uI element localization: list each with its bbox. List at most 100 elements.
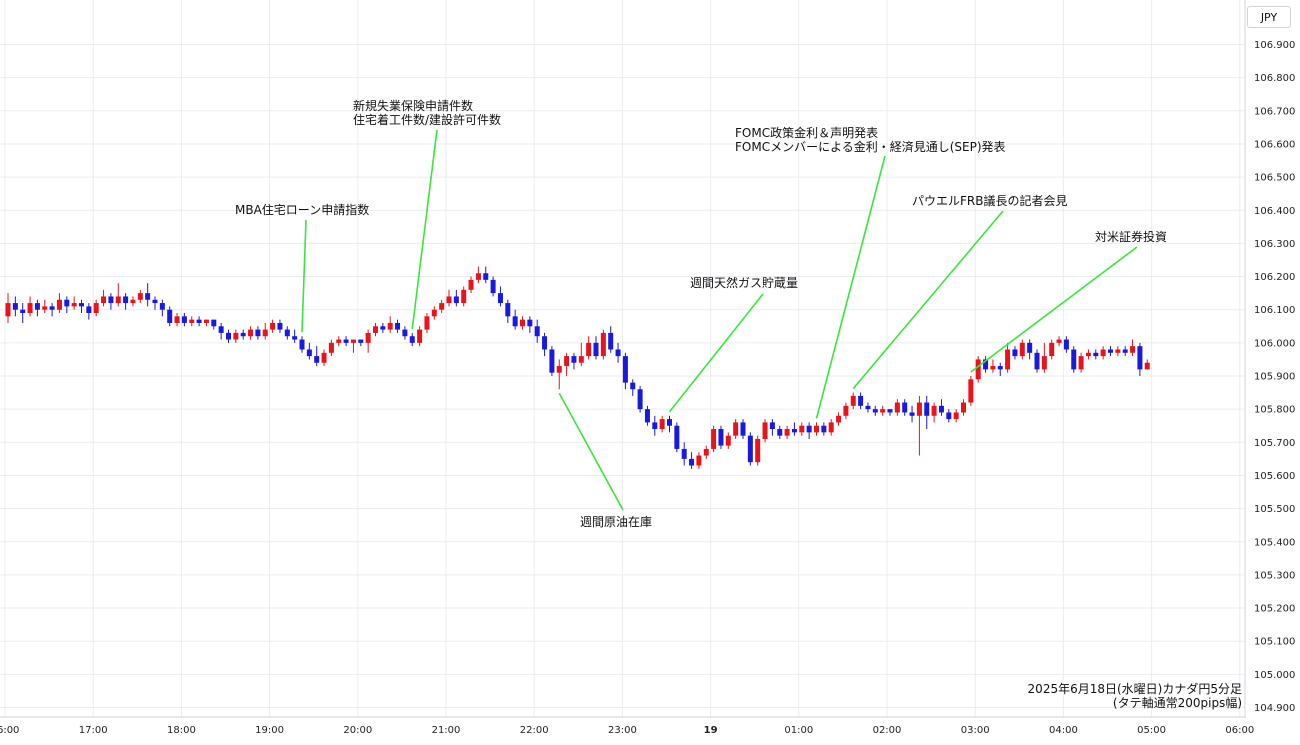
candle: [703, 445, 709, 459]
candle-body: [284, 329, 290, 337]
candle: [887, 409, 893, 416]
candle-body: [1137, 346, 1143, 370]
candle-body: [1041, 356, 1047, 370]
candle: [755, 435, 761, 466]
candle: [747, 432, 753, 466]
candle-body: [652, 422, 658, 430]
candle-body: [1034, 352, 1040, 370]
candle-body: [968, 379, 974, 403]
candle: [1078, 352, 1084, 373]
candle: [931, 402, 937, 423]
candle: [740, 419, 746, 439]
candle: [1056, 336, 1062, 347]
candle: [490, 276, 496, 297]
candle-body: [115, 296, 121, 304]
candle-body: [865, 405, 871, 410]
candle: [542, 332, 548, 357]
candle: [1049, 339, 1055, 360]
candle: [880, 405, 886, 416]
candle-body: [836, 415, 842, 423]
price-tick-label: 105.500: [1254, 504, 1295, 515]
candle: [659, 415, 665, 433]
time-tick-label: 18:00: [167, 725, 196, 736]
candle: [152, 296, 158, 310]
candle-body: [483, 273, 489, 280]
time-tick-label: 05:00: [1137, 725, 1166, 736]
candle: [130, 296, 136, 307]
candle-body: [938, 405, 944, 413]
candle-body: [497, 293, 503, 304]
candle-body: [123, 296, 129, 304]
candle: [1108, 346, 1113, 357]
caption-line-1: 2025年6月18日(水曜日)カナダ円5分足: [1027, 682, 1242, 696]
time-axis[interactable]: 16:00 17:00 18:00 19:00 20:00 21:00 22:00 23:00…: [0, 725, 1254, 736]
candle-body: [233, 332, 239, 340]
candle: [549, 346, 555, 376]
event-annotation: 対米証券投資: [970, 229, 1167, 373]
candle-body: [667, 419, 672, 426]
candle: [306, 342, 312, 360]
candle: [189, 316, 195, 327]
price-tick-label: 106.500: [1254, 173, 1295, 184]
candle: [299, 336, 305, 353]
candle-body: [681, 448, 687, 459]
candle-body: [953, 412, 959, 420]
candle-body: [167, 309, 173, 323]
candle: [1027, 339, 1033, 360]
candle: [373, 322, 378, 337]
candle: [1034, 349, 1040, 373]
candle-body: [1130, 346, 1136, 353]
candle: [586, 336, 592, 360]
price-tick-label: 106.000: [1254, 338, 1295, 349]
candle-body: [211, 319, 217, 327]
candle: [578, 342, 584, 367]
candle: [439, 299, 445, 314]
candle: [93, 299, 99, 317]
candle-body: [997, 366, 1003, 370]
candle-body: [292, 336, 298, 340]
candle: [836, 412, 842, 426]
candle: [637, 385, 643, 413]
candle-body: [306, 349, 312, 357]
annotation-leader-line: [970, 246, 1138, 373]
candle: [497, 286, 503, 307]
candle: [56, 293, 62, 314]
candle-body: [380, 326, 386, 330]
candle: [350, 339, 356, 353]
candle: [1100, 346, 1106, 360]
candle-body: [1012, 349, 1018, 357]
candle: [181, 313, 187, 327]
candle: [644, 405, 650, 426]
annotation-leader-line: [815, 155, 886, 419]
candle-body: [520, 319, 525, 327]
candle-body: [872, 409, 878, 413]
candle: [358, 339, 364, 347]
price-tick-label: 105.900: [1254, 372, 1295, 383]
candle: [843, 402, 849, 420]
candle: [365, 329, 371, 353]
candle: [983, 356, 989, 373]
price-tick-label: 105.800: [1254, 405, 1295, 416]
candle: [615, 342, 621, 363]
candle: [1115, 346, 1121, 357]
candle: [946, 409, 952, 423]
candle-body: [924, 402, 930, 416]
candle: [799, 422, 805, 436]
candle: [696, 452, 702, 469]
candle: [453, 289, 459, 307]
candle-body: [5, 303, 11, 317]
time-tick-label: 17:00: [79, 725, 108, 736]
annotation-label: MBA住宅ローン申請指数: [235, 202, 369, 217]
price-axis[interactable]: 104.900 105.000 105.100 105.200 105.300 105.4…: [1254, 40, 1295, 714]
candle-body: [402, 329, 408, 337]
caption-line-2: (タテ軸通常200pips幅): [1112, 696, 1242, 710]
currency-selector-button[interactable]: JPY: [1247, 6, 1291, 28]
candle-body: [145, 293, 151, 300]
candle-body: [894, 402, 900, 413]
candle-body: [42, 306, 48, 310]
candle-body: [615, 349, 621, 357]
candle: [218, 322, 224, 340]
candle-body: [12, 303, 18, 310]
